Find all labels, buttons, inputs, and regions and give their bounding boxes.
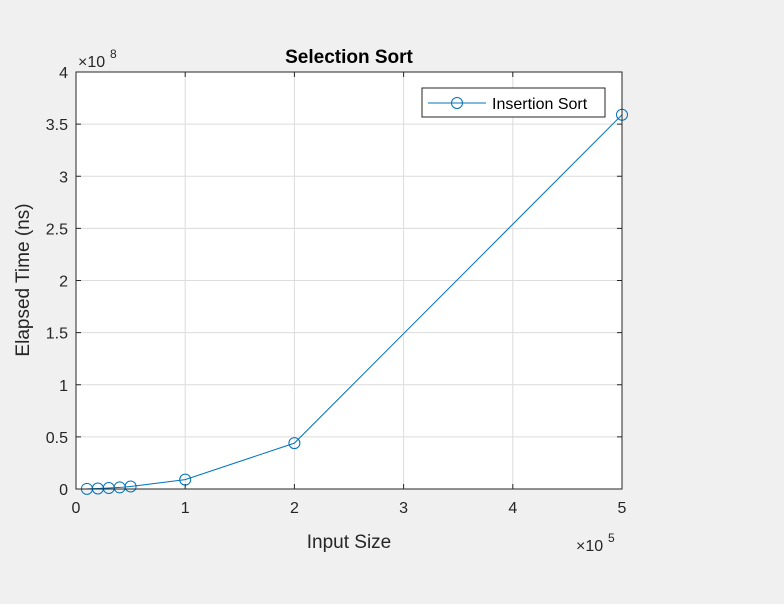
- ticks: [75, 71, 623, 490]
- y-tick-label: 3.5: [46, 117, 68, 134]
- grid: [76, 72, 622, 489]
- x-axis-label: Input Size: [307, 532, 392, 553]
- y-tick-label: 1: [59, 378, 68, 395]
- y-tick-label: 0.5: [46, 430, 68, 447]
- y-exponent: ×10 8: [78, 47, 117, 71]
- legend[interactable]: Insertion Sort: [421, 87, 606, 118]
- x-exponent: ×10 5: [576, 531, 615, 555]
- x-tick-label: 1: [181, 500, 190, 517]
- legend-entry-label: Insertion Sort: [492, 96, 588, 113]
- y-tick-label: 2.5: [46, 221, 68, 238]
- legend-marker: [451, 97, 463, 109]
- x-tick-label: 5: [618, 500, 627, 517]
- tick-labels: 0 1 2 3 4 5 0 0.5 1 1.5 2 2.5 3 3.5 4: [46, 65, 627, 517]
- x-tick-label: 0: [72, 500, 81, 517]
- y-tick-label: 3: [59, 169, 68, 186]
- x-tick-label: 4: [508, 500, 517, 517]
- data-point: [124, 480, 137, 493]
- y-tick-label: 0: [59, 482, 68, 499]
- y-exponent-power: 8: [110, 47, 117, 61]
- x-tick-label: 2: [290, 500, 299, 517]
- y-tick-label: 1.5: [46, 326, 68, 343]
- y-exponent-base: ×10: [78, 54, 105, 71]
- x-exponent-power: 5: [608, 531, 615, 545]
- chart-title: Selection Sort: [285, 47, 413, 68]
- y-tick-label: 2: [59, 274, 68, 291]
- x-tick-label: 3: [399, 500, 408, 517]
- data-point: [288, 437, 301, 450]
- y-tick-label: 4: [59, 65, 68, 82]
- x-exponent-base: ×10: [576, 538, 603, 555]
- y-axis-label: Elapsed Time (ns): [13, 203, 34, 356]
